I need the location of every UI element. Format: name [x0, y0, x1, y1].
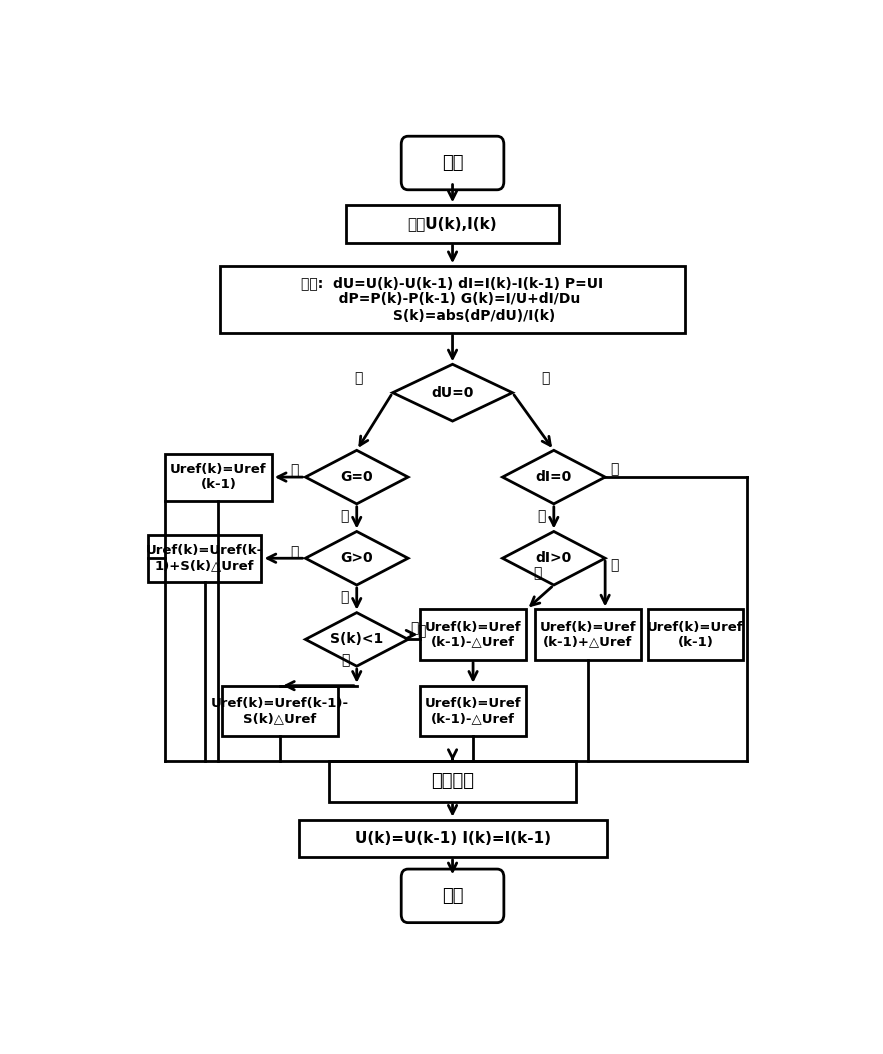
Text: 否: 否	[533, 566, 541, 580]
Bar	[420, 686, 526, 736]
Text: S(k)<1: S(k)<1	[330, 632, 383, 646]
Polygon shape	[502, 450, 605, 504]
Bar	[222, 686, 338, 736]
Text: Uref(k)=Uref(k-
1)+S(k)△Uref: Uref(k)=Uref(k- 1)+S(k)△Uref	[147, 544, 263, 572]
Text: 否: 否	[537, 509, 546, 523]
Text: dI>0: dI>0	[536, 551, 572, 565]
Text: 开始: 开始	[442, 154, 464, 172]
Polygon shape	[393, 365, 512, 422]
Text: 否: 否	[410, 621, 419, 636]
Text: Uref(k)=Uref
(k-1)+△Uref: Uref(k)=Uref (k-1)+△Uref	[540, 621, 637, 648]
Text: dU=0: dU=0	[432, 386, 473, 399]
Text: Uref(k)=Uref
(k-1)-△Uref: Uref(k)=Uref (k-1)-△Uref	[425, 697, 521, 725]
Text: 是: 是	[291, 545, 298, 559]
Text: U(k)=U(k-1) I(k)=I(k-1): U(k)=U(k-1) I(k)=I(k-1)	[355, 831, 550, 845]
Bar	[420, 609, 526, 660]
Text: Uref(k)=Uref
(k-1): Uref(k)=Uref (k-1)	[647, 621, 743, 648]
FancyBboxPatch shape	[401, 136, 504, 190]
Polygon shape	[306, 450, 408, 504]
Text: Uref(k)=Uref(k-1)-
S(k)△Uref: Uref(k)=Uref(k-1)- S(k)△Uref	[211, 697, 349, 725]
Bar	[647, 609, 743, 660]
Text: 否: 否	[417, 624, 426, 639]
Bar	[535, 609, 641, 660]
Text: 计算:  dU=U(k)-U(k-1) dI=I(k)-I(k-1) P=UI
   dP=P(k)-P(k-1) G(k)=I/U+dI/Du
       : 计算: dU=U(k)-U(k-1) dI=I(k)-I(k-1) P=UI d…	[301, 276, 604, 323]
Text: 否: 否	[354, 371, 362, 385]
Text: 否: 否	[340, 590, 349, 604]
Text: 是: 是	[291, 464, 298, 477]
Text: Uref(k)=Uref
(k-1)-△Uref: Uref(k)=Uref (k-1)-△Uref	[425, 621, 521, 648]
Polygon shape	[502, 531, 605, 585]
Text: dI=0: dI=0	[536, 470, 572, 484]
FancyBboxPatch shape	[401, 870, 504, 922]
Bar	[298, 820, 607, 857]
Text: 是: 是	[610, 558, 618, 571]
Bar	[165, 453, 272, 501]
Text: 采样U(k),I(k): 采样U(k),I(k)	[408, 216, 497, 232]
Text: G=0: G=0	[341, 470, 373, 484]
Text: 结束: 结束	[442, 886, 464, 904]
Text: 模糊控制: 模糊控制	[431, 773, 474, 790]
Text: 是: 是	[610, 462, 618, 476]
Text: Uref(k)=Uref
(k-1): Uref(k)=Uref (k-1)	[170, 463, 267, 491]
Bar	[346, 206, 559, 242]
Polygon shape	[306, 612, 408, 666]
Text: G>0: G>0	[341, 551, 373, 565]
Polygon shape	[306, 531, 408, 585]
Bar	[148, 534, 261, 582]
Text: 是: 是	[342, 653, 350, 667]
Text: 是: 是	[541, 371, 550, 385]
Bar	[329, 761, 576, 802]
Text: 否: 否	[340, 509, 349, 523]
Bar	[220, 266, 685, 333]
